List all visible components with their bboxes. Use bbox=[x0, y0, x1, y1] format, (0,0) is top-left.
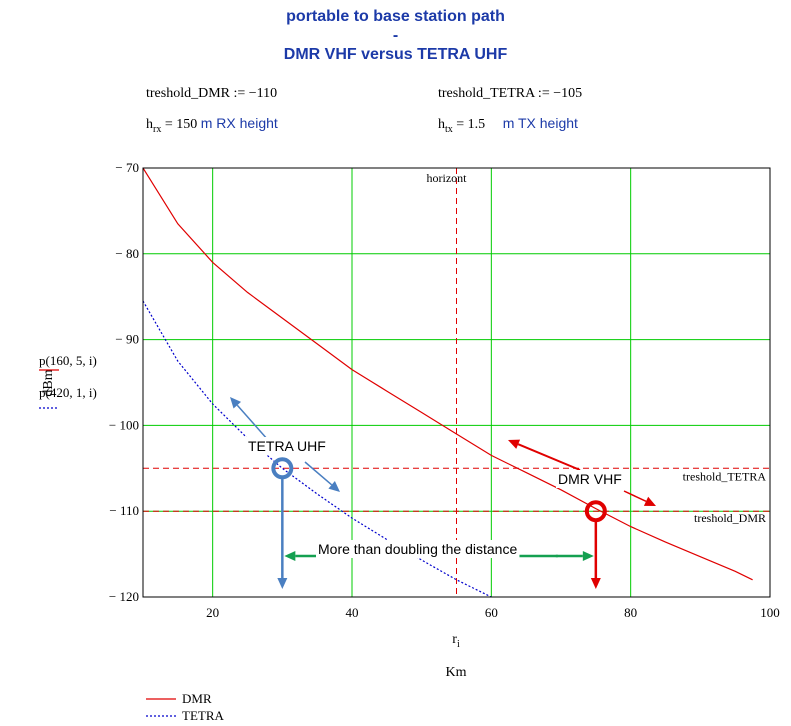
y-tick-label: − 90 bbox=[115, 332, 139, 347]
x-axis-label-main: r bbox=[452, 632, 457, 647]
dmr-slope-arrow-up bbox=[517, 443, 581, 471]
hrx-value: = 150 bbox=[161, 117, 198, 132]
legend-label-dmr: DMR bbox=[182, 691, 212, 706]
y-tick-label: − 110 bbox=[109, 503, 139, 518]
y-expr-tetra: p(420, 1, i) bbox=[39, 385, 97, 400]
x-tick-label: 100 bbox=[760, 605, 780, 620]
threshold-tetra-definition: treshold_TETRA := −105 bbox=[438, 86, 583, 101]
tetra-slope-arrow-up-head bbox=[230, 397, 242, 409]
y-tick-label: − 80 bbox=[115, 246, 139, 261]
chart-title-line1: portable to base station path bbox=[286, 8, 505, 25]
hrx-subscript: rx bbox=[153, 123, 162, 135]
series-group bbox=[143, 168, 753, 597]
y-axis-label: dBm bbox=[41, 369, 56, 396]
dmr-drop-arrow-head bbox=[590, 578, 601, 589]
chart-title-line2: - bbox=[392, 27, 399, 44]
y-tick-label: − 100 bbox=[109, 417, 139, 432]
tetra-slope-arrow-down-head bbox=[328, 481, 340, 492]
y-tick-label: − 70 bbox=[115, 160, 139, 175]
tick-labels: 20 40 60 80 100 − 70 − 80 − 90 − 100 − 110 − 120 bbox=[109, 160, 780, 620]
htx-note: m TX height bbox=[502, 115, 578, 131]
htx-symbol: h bbox=[438, 117, 445, 132]
x-tick-label: 20 bbox=[206, 605, 219, 620]
y-expr-dmr: p(160, 5, i) bbox=[39, 353, 97, 368]
reference-lines bbox=[143, 168, 770, 597]
hrx-definition: hrx = 150 m RX height bbox=[146, 115, 278, 135]
dmr-slope-arrow-down bbox=[623, 490, 647, 503]
distance-label: More than doubling the distance bbox=[318, 541, 517, 557]
annotations: treshold_TETRA treshold_DMR horizont TETRA … bbox=[230, 171, 766, 589]
hrx-symbol: h bbox=[146, 117, 153, 132]
reference-line-label: treshold_DMR bbox=[694, 511, 766, 525]
reference-line-label: horizont bbox=[427, 171, 468, 185]
tetra-slope-arrow-up bbox=[236, 404, 269, 441]
x-axis-label: ri bbox=[452, 632, 460, 650]
y-tick-label: − 120 bbox=[109, 589, 139, 604]
tetra-slope-arrow-down bbox=[304, 461, 333, 486]
distance-arrow-right-head bbox=[582, 551, 594, 561]
dmr-vhf-label-bg bbox=[556, 470, 624, 488]
x-axis-label-sub: i bbox=[457, 639, 460, 650]
x-tick-label: 40 bbox=[346, 605, 359, 620]
x-tick-label: 60 bbox=[485, 605, 498, 620]
htx-definition: htx = 1.5 m TX height bbox=[438, 115, 578, 135]
series-line-dmr bbox=[143, 168, 753, 581]
reference-line-label: treshold_TETRA bbox=[683, 469, 767, 483]
htx-value: = 1.5 bbox=[452, 117, 486, 132]
x-tick-label: 80 bbox=[624, 605, 637, 620]
plot-border bbox=[142, 167, 771, 598]
legend-label-tetra: TETRA bbox=[182, 708, 224, 723]
distance-label-bg bbox=[316, 540, 520, 558]
tetra-uhf-label: TETRA UHF bbox=[248, 438, 326, 454]
legend: DMR TETRA bbox=[146, 691, 224, 723]
hrx-note: m RX height bbox=[200, 115, 278, 131]
threshold-dmr-definition: treshold_DMR := −110 bbox=[146, 86, 278, 101]
x-axis-unit: Km bbox=[446, 665, 467, 680]
dmr-slope-arrow-up-head bbox=[508, 439, 521, 449]
distance-arrow-left-head bbox=[284, 551, 296, 561]
chart-title-line3: DMR VHF versus TETRA UHF bbox=[283, 46, 508, 63]
tetra-drop-arrow-head bbox=[277, 578, 288, 589]
htx-subscript: tx bbox=[445, 123, 453, 135]
tetra-uhf-label-bg bbox=[246, 437, 328, 455]
dmr-vhf-label: DMR VHF bbox=[558, 471, 622, 487]
dmr-slope-arrow-down-head bbox=[643, 496, 656, 506]
plot-frame bbox=[142, 167, 771, 598]
